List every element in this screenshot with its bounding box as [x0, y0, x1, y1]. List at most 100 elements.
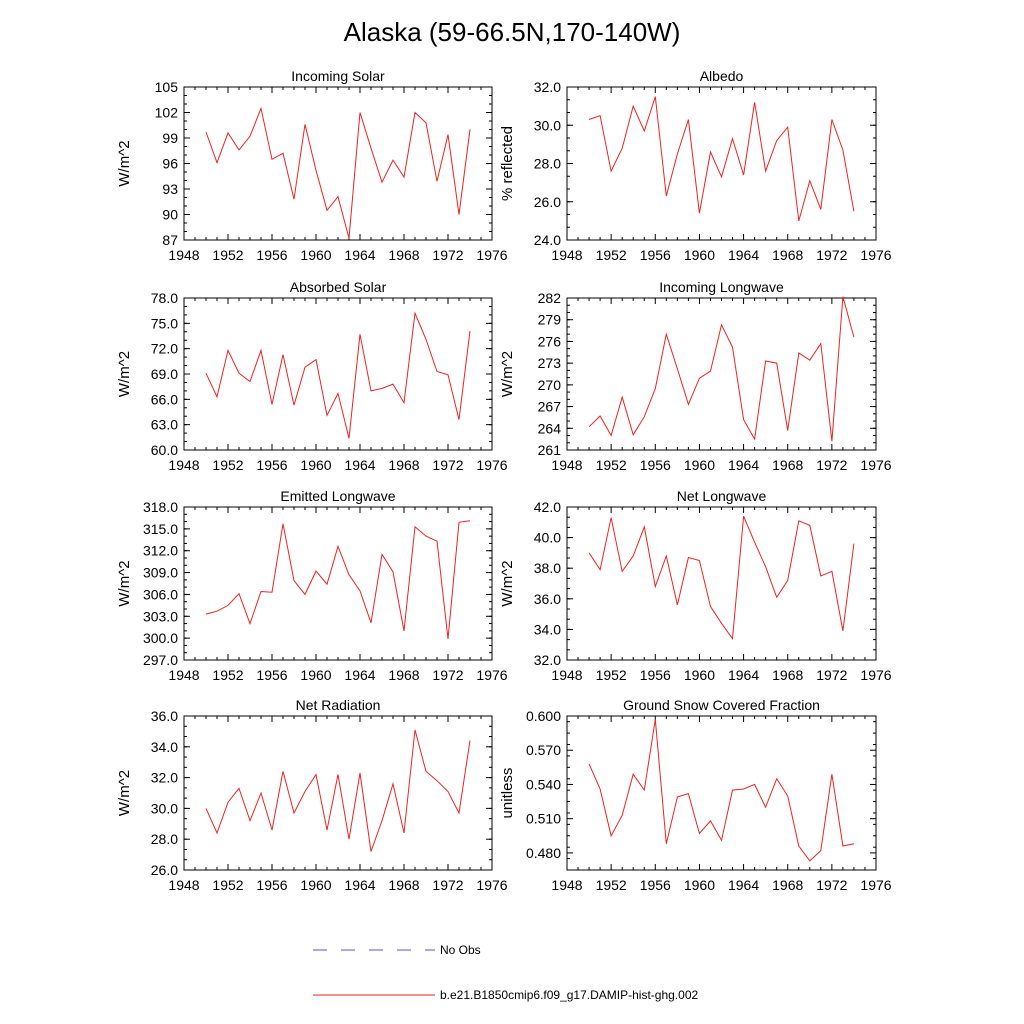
x-tick-label: 1968 — [772, 877, 803, 893]
x-tick-label: 1972 — [432, 667, 463, 683]
y-tick-label: 0.570 — [526, 742, 561, 758]
x-tick-label: 1968 — [772, 667, 803, 683]
y-axis-label: unitless — [499, 768, 516, 819]
plot-frame — [183, 506, 493, 661]
legend-label-model: b.e21.B1850cmip6.f09_g17.DAMIP-hist-ghg.… — [440, 988, 698, 1002]
y-tick-label: 42.0 — [534, 499, 561, 515]
x-tick-label: 1948 — [168, 667, 199, 683]
x-tick-label: 1960 — [300, 457, 331, 473]
x-tick-label: 1972 — [816, 667, 847, 683]
x-tick-label: 1948 — [168, 247, 199, 263]
panel-6: Net Radiation W/m^2 1948 1952 1956 1960 1964 19… — [116, 697, 508, 893]
legend-label-no-obs: No Obs — [440, 943, 481, 957]
panel-title: Absorbed Solar — [290, 279, 387, 295]
y-tick-label: 78.0 — [151, 290, 178, 306]
y-tick-label: 276 — [538, 333, 562, 349]
x-tick-label: 1972 — [816, 457, 847, 473]
y-tick-label: 90 — [162, 207, 178, 223]
x-tick-label: 1952 — [596, 247, 627, 263]
series-line-0 — [588, 96, 855, 222]
x-tick-label: 1960 — [684, 247, 715, 263]
y-tick-label: 30.0 — [534, 117, 561, 133]
y-tick-label: 38.0 — [534, 560, 561, 576]
y-axis-label: W/m^2 — [116, 351, 133, 397]
series-line-0 — [588, 296, 855, 442]
series-line-0 — [588, 719, 854, 862]
y-tick-label: 96 — [162, 156, 178, 172]
x-tick-label: 1964 — [728, 247, 759, 263]
y-tick-label: 261 — [538, 442, 562, 458]
panel-title: Incoming Longwave — [659, 279, 784, 295]
panel-7: Ground Snow Covered Fraction unitless 1948… — [499, 697, 892, 893]
x-tick-label: 1960 — [300, 877, 331, 893]
x-tick-label: 1952 — [212, 247, 243, 263]
y-tick-label: 87 — [162, 232, 178, 248]
y-tick-label: 30.0 — [151, 800, 178, 816]
x-tick-label: 1948 — [168, 877, 199, 893]
x-tick-label: 1948 — [168, 457, 199, 473]
y-tick-label: 32.0 — [151, 770, 178, 786]
y-axis-label: W/m^2 — [499, 351, 516, 397]
y-tick-label: 26.0 — [534, 194, 561, 210]
panel-2: Absorbed Solar W/m^2 1948 1952 1956 1960 1964 1… — [116, 279, 508, 473]
x-tick-label: 1948 — [551, 667, 582, 683]
y-axis-label: W/m^2 — [116, 140, 133, 186]
y-tick-label: 297.0 — [143, 652, 178, 668]
panel-title: Albedo — [700, 68, 744, 84]
x-tick-label: 1976 — [476, 457, 507, 473]
x-tick-label: 1976 — [476, 247, 507, 263]
panel-title: Net Longwave — [677, 488, 767, 504]
y-tick-label: 40.0 — [534, 530, 561, 546]
plot-frame — [566, 86, 877, 241]
y-tick-label: 282 — [538, 290, 562, 306]
y-tick-label: 63.0 — [151, 417, 178, 433]
x-tick-label: 1960 — [300, 247, 331, 263]
series-line-0 — [588, 516, 855, 640]
y-axis-label: W/m^2 — [116, 770, 133, 816]
x-tick-label: 1956 — [640, 877, 671, 893]
x-tick-label: 1976 — [860, 667, 891, 683]
x-tick-label: 1976 — [476, 667, 507, 683]
y-tick-label: 28.0 — [151, 831, 178, 847]
panel-5: Net Longwave W/m^2 1948 1952 1956 1960 1964 196… — [499, 488, 892, 683]
x-tick-label: 1976 — [860, 247, 891, 263]
y-tick-label: 270 — [538, 377, 562, 393]
y-tick-label: 60.0 — [151, 442, 178, 458]
x-tick-label: 1972 — [816, 247, 847, 263]
y-tick-label: 34.0 — [151, 739, 178, 755]
y-tick-label: 102 — [155, 105, 179, 121]
x-tick-label: 1976 — [476, 877, 507, 893]
y-tick-label: 24.0 — [534, 232, 561, 248]
y-tick-label: 66.0 — [151, 391, 178, 407]
y-tick-label: 312.0 — [143, 543, 178, 559]
series-line-0 — [205, 106, 471, 239]
y-tick-label: 69.0 — [151, 366, 178, 382]
plot-frame — [183, 715, 493, 871]
x-tick-label: 1968 — [388, 247, 419, 263]
y-tick-label: 26.0 — [151, 862, 178, 878]
y-tick-label: 315.0 — [143, 521, 178, 537]
x-tick-label: 1976 — [860, 457, 891, 473]
plot-frame — [183, 86, 493, 241]
y-tick-label: 36.0 — [151, 708, 178, 724]
x-tick-label: 1968 — [388, 667, 419, 683]
x-tick-label: 1964 — [344, 247, 375, 263]
y-tick-label: 306.0 — [143, 586, 178, 602]
x-tick-label: 1964 — [344, 667, 375, 683]
panel-title: Emitted Longwave — [280, 488, 395, 504]
y-tick-label: 309.0 — [143, 565, 178, 581]
y-tick-label: 34.0 — [534, 621, 561, 637]
y-tick-label: 318.0 — [143, 499, 178, 515]
series-line-0 — [205, 729, 471, 852]
series-line-0 — [205, 311, 471, 439]
x-tick-label: 1952 — [596, 877, 627, 893]
y-tick-label: 93 — [162, 181, 178, 197]
x-tick-label: 1964 — [344, 457, 375, 473]
x-tick-label: 1956 — [640, 667, 671, 683]
y-tick-label: 36.0 — [534, 591, 561, 607]
x-tick-label: 1956 — [256, 457, 287, 473]
y-tick-label: 99 — [162, 130, 178, 146]
x-tick-label: 1972 — [432, 877, 463, 893]
x-tick-label: 1972 — [432, 457, 463, 473]
x-tick-label: 1968 — [388, 457, 419, 473]
